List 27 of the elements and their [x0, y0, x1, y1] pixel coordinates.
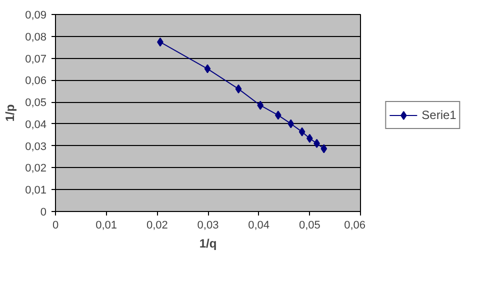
- x-tick-label: 0,04: [248, 220, 270, 232]
- y-tick-label: 0: [40, 206, 47, 218]
- y-tick-label: 0,03: [25, 140, 47, 153]
- x-tick-label: 0,03: [197, 220, 219, 232]
- y-tick-label: 0,01: [25, 184, 47, 197]
- y-tick-label: 0,02: [25, 162, 47, 175]
- y-tick-label: 0,07: [25, 53, 47, 66]
- point: [298, 127, 306, 136]
- point: [288, 119, 294, 128]
- x-tick-label: 0,05: [298, 220, 320, 232]
- point: [257, 100, 264, 110]
- y-tick-label: 0,04: [25, 118, 47, 131]
- point: [204, 64, 211, 74]
- y-tick-label: 0,09: [25, 10, 47, 22]
- y-tick-label: 0,06: [25, 75, 47, 88]
- legend-label: Serie1: [422, 108, 456, 122]
- x-tick-label: 0: [52, 220, 59, 232]
- x-tick-label: 0,06: [344, 220, 366, 232]
- y-tick-label: 0,05: [25, 97, 47, 110]
- y-tick-label: 0,08: [25, 31, 47, 44]
- point: [274, 110, 282, 120]
- y-axis-title: 1/p: [3, 104, 18, 122]
- x-tick-label: 0,01: [96, 220, 118, 232]
- x-axis-title: 1/q: [199, 236, 217, 250]
- x-tick-label: 0,02: [146, 220, 168, 232]
- point: [235, 84, 242, 94]
- point: [320, 144, 328, 154]
